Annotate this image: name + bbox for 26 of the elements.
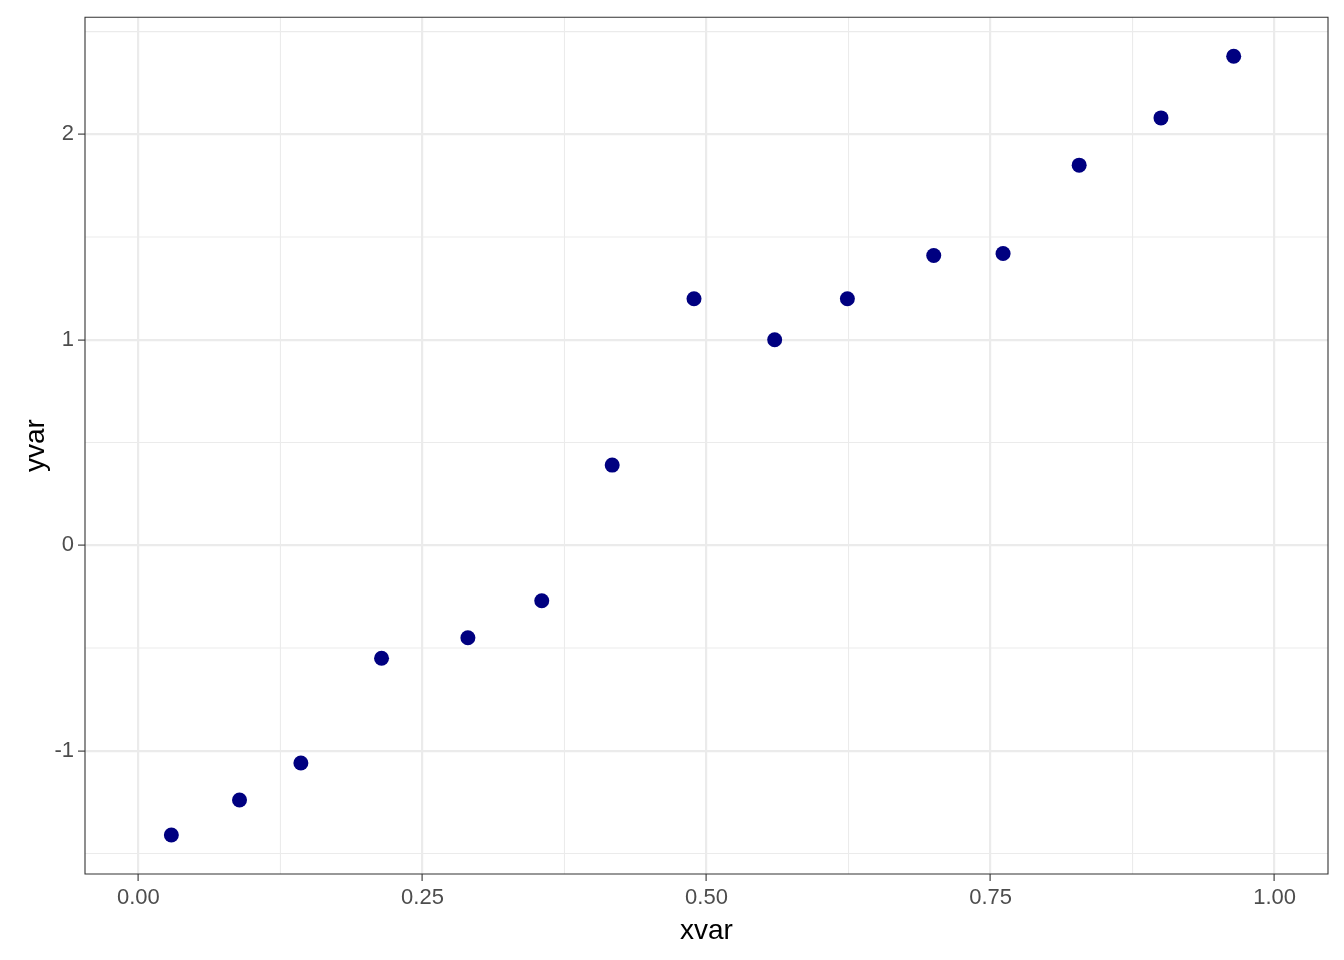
x-tick-label: 0.75 [969,884,1012,910]
point [926,248,942,264]
point [534,593,550,609]
y-tick-label: -1 [54,736,74,762]
y-tick-label: 2 [61,120,74,146]
point [995,245,1011,261]
x-tick-label: 0.25 [401,884,444,910]
point [767,332,783,348]
x-axis-title: xvar [680,913,733,945]
point [686,291,702,307]
point [1226,48,1242,64]
x-tick-label: 1.00 [1253,884,1297,910]
point [293,755,309,771]
point [839,291,855,307]
point [232,792,248,808]
y-tick-label: 0 [61,531,74,557]
point [163,827,179,843]
point [374,650,390,666]
point [1071,157,1087,173]
x-tick-label: 0.00 [116,884,160,910]
point [1153,110,1169,126]
point [460,630,476,646]
y-axis-title: yvar [18,419,50,473]
x-tick-label: 0.50 [685,884,728,910]
y-tick-label: 1 [61,325,74,351]
point [604,457,620,473]
